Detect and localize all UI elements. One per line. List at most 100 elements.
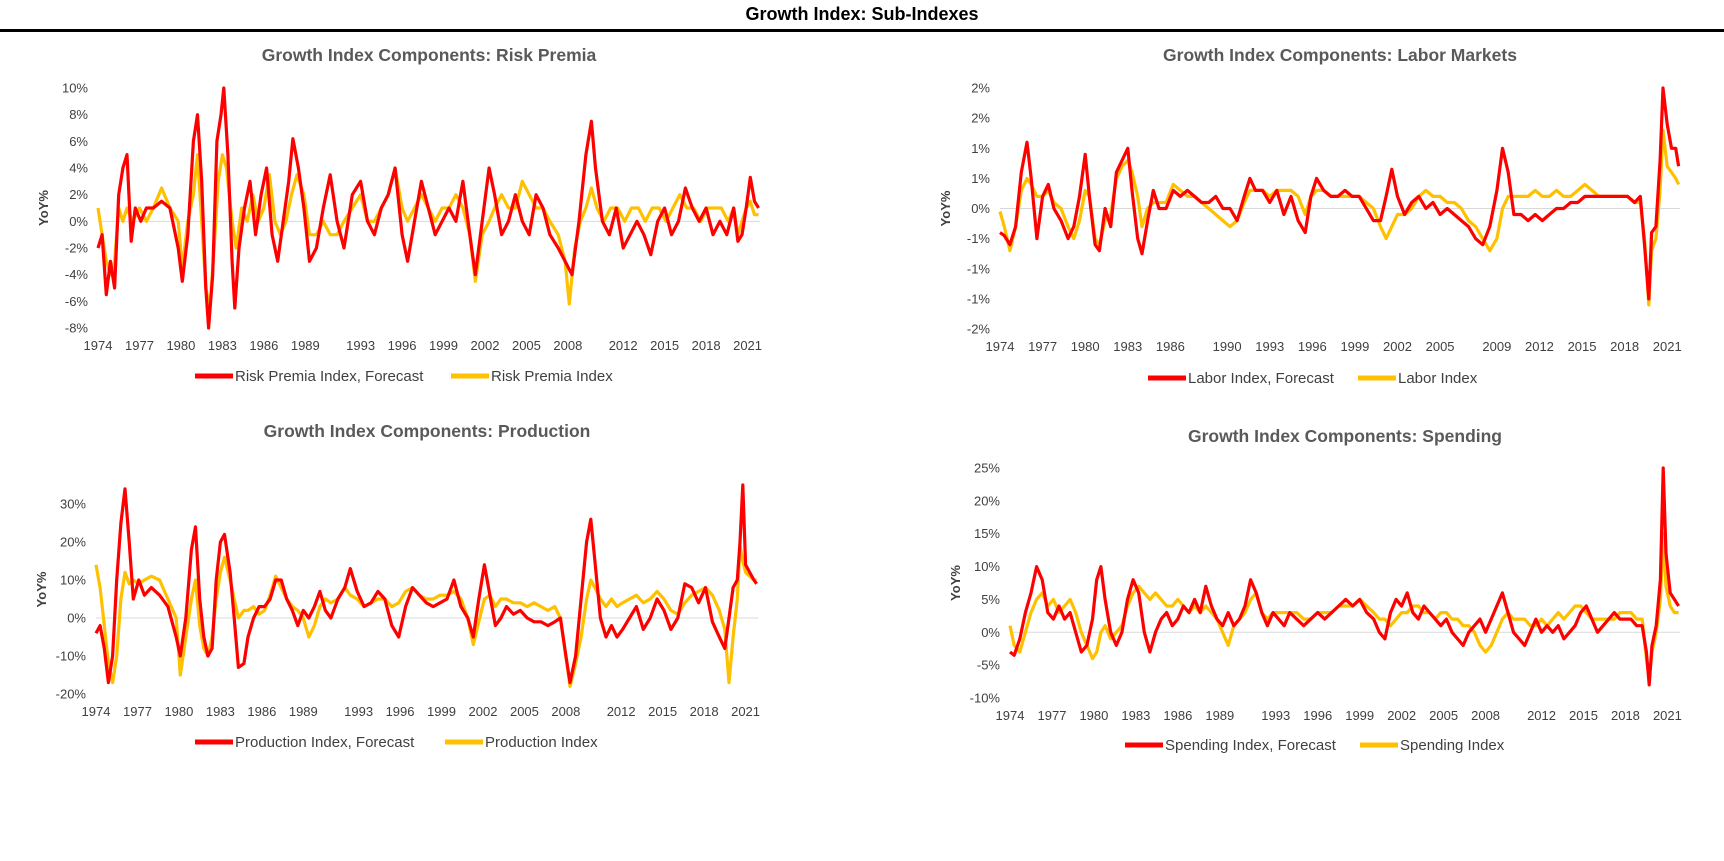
x-tick-label: 1990 [1213,339,1242,354]
x-tick-label: 1977 [125,338,154,353]
x-tick-label: 2021 [1653,339,1682,354]
x-tick-label: 2012 [607,704,636,719]
x-tick-label: 2005 [512,338,541,353]
y-tick-label: 10% [60,573,86,588]
y-tick-label: 8% [69,107,88,122]
x-tick-label: 1974 [84,338,113,353]
x-tick-label: 2002 [1383,339,1412,354]
series-line-1 [1008,532,1679,680]
x-tick-label: 1989 [291,338,320,353]
y-axis-label: YoY% [36,190,51,226]
x-tick-label: 1993 [1255,339,1284,354]
x-tick-label: 1980 [1071,339,1100,354]
page-title: Growth Index: Sub-Indexes [745,4,979,24]
y-tick-label: 1% [971,141,990,156]
x-tick-label: 1989 [1205,708,1234,723]
x-tick-label: 2021 [1653,708,1682,723]
x-tick-label: 2018 [1611,708,1640,723]
x-tick-label: 2008 [553,338,582,353]
x-tick-label: 1999 [1340,339,1369,354]
y-tick-label: 2% [971,111,990,126]
chart-risk-premia: Growth Index Components: Risk Premia YoY%… [0,38,862,398]
x-tick-label: 1977 [1038,708,1067,723]
x-tick-label: 2002 [469,704,498,719]
y-tick-label: 10% [62,81,88,96]
legend-label: Labor Index, Forecast [1188,370,1335,387]
x-tick-label: 1980 [164,704,193,719]
x-tick-label: 1977 [1028,339,1057,354]
chart-labor-markets: Growth Index Components: Labor Markets Yo… [862,38,1724,398]
y-tick-label: 6% [69,134,88,149]
x-tick-label: 1983 [206,704,235,719]
y-tick-label: -8% [65,321,89,336]
x-tick-label: 1986 [249,338,278,353]
x-tick-label: 2009 [1482,339,1511,354]
y-axis-label: YoY% [938,190,953,226]
x-tick-label: 2005 [510,704,539,719]
x-tick-label: 1996 [386,704,415,719]
chart-title: Growth Index Components: Labor Markets [1163,45,1517,65]
y-tick-label: -1% [967,261,991,276]
y-tick-label: 30% [60,497,86,512]
x-tick-label: 2012 [1527,708,1556,723]
x-tick-label: 2015 [1568,339,1597,354]
x-tick-label: 2018 [692,338,721,353]
y-tick-label: -1% [967,291,991,306]
y-axis-label: YoY% [34,571,49,607]
x-tick-label: 2008 [551,704,580,719]
chart-production: Growth Index Components: Production YoY% -… [0,410,862,858]
x-tick-label: 1986 [1156,339,1185,354]
y-tick-label: -10% [970,691,1001,706]
x-tick-label: 1993 [1261,708,1290,723]
legend-label: Production Index, Forecast [235,734,415,751]
legend-label: Production Index [485,734,598,751]
y-tick-label: 1% [971,171,990,186]
x-tick-label: 1996 [388,338,417,353]
chart-production-svg: Growth Index Components: Production YoY% -… [34,421,760,751]
y-tick-label: -5% [977,658,1001,673]
x-tick-label: 2002 [1387,708,1416,723]
x-tick-label: 2021 [733,338,762,353]
series-line-0 [94,483,758,685]
y-tick-label: 15% [974,526,1000,541]
chart-spending-svg: Growth Index Components: Spending YoY% -10… [948,426,1682,754]
x-tick-label: 1983 [1113,339,1142,354]
y-tick-label: 2% [971,81,990,96]
legend-label: Labor Index [1398,370,1478,387]
series-line-1 [96,153,759,310]
x-tick-label: 1999 [429,338,458,353]
y-tick-label: -20% [56,687,87,702]
y-tick-label: 10% [974,559,1000,574]
x-tick-label: 2015 [650,338,679,353]
series-line-0 [1009,466,1680,687]
y-tick-label: -4% [65,267,89,282]
series-line-1 [94,544,757,688]
y-tick-label: -10% [56,649,87,664]
x-tick-label: 1977 [123,704,152,719]
x-tick-label: 2015 [1569,708,1598,723]
x-tick-label: 2012 [1525,339,1554,354]
x-tick-label: 1980 [166,338,195,353]
legend-label: Spending Index [1400,737,1505,754]
x-tick-label: 2015 [648,704,677,719]
legend-label: Spending Index, Forecast [1165,737,1337,754]
y-tick-label: 0% [67,611,86,626]
y-tick-label: 0% [981,625,1000,640]
x-tick-label: 2005 [1426,339,1455,354]
x-tick-label: 1983 [1121,708,1150,723]
x-tick-label: 1986 [247,704,276,719]
y-tick-label: 4% [69,161,88,176]
x-tick-label: 1980 [1079,708,1108,723]
x-tick-label: 1989 [289,704,318,719]
plot-group: Growth Index Components: Labor Markets Yo… [938,45,1682,387]
y-tick-label: 25% [974,461,1000,476]
x-tick-label: 1999 [427,704,456,719]
series-line-0 [999,86,1681,301]
chart-labor-markets-svg: Growth Index Components: Labor Markets Yo… [938,45,1682,387]
x-tick-label: 2002 [471,338,500,353]
chart-title: Growth Index Components: Risk Premia [262,45,597,65]
y-tick-label: 20% [974,493,1000,508]
y-tick-label: 5% [981,592,1000,607]
x-tick-label: 1993 [344,704,373,719]
x-tick-label: 1974 [996,708,1025,723]
